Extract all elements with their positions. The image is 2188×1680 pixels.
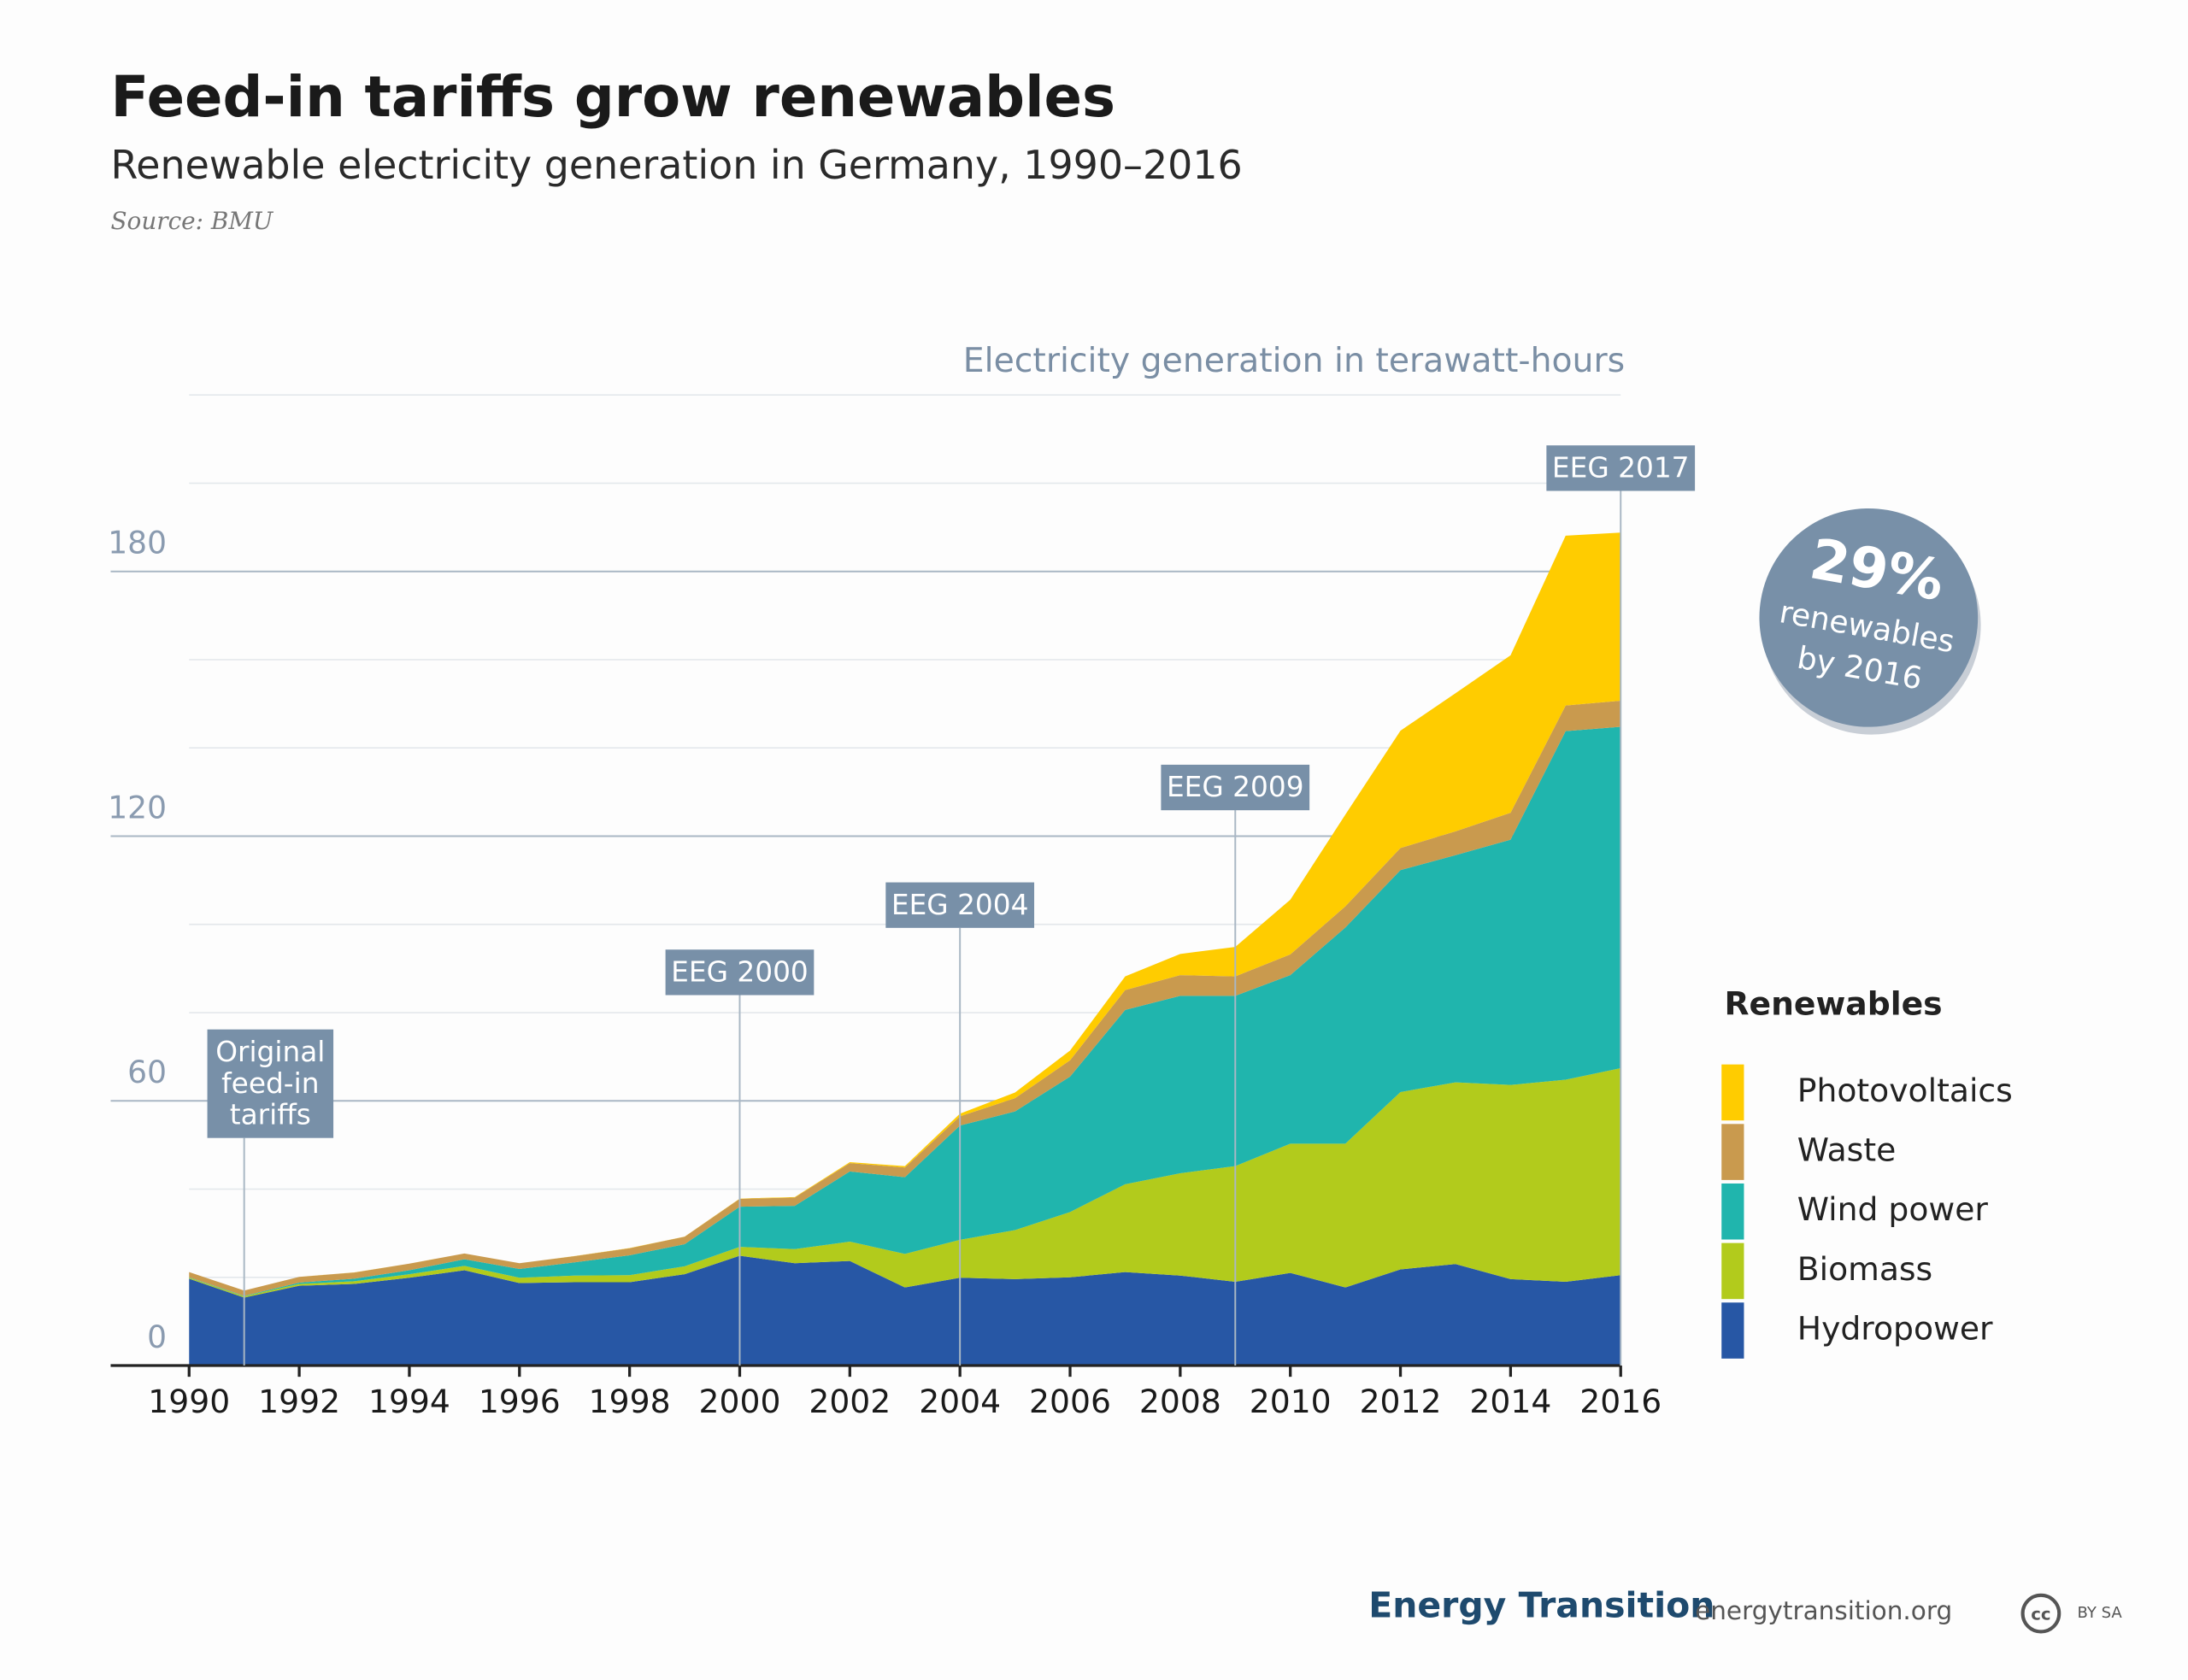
x-tick-label: 2006	[1029, 1383, 1111, 1420]
x-tick-label: 1994	[368, 1383, 450, 1420]
legend-swatch	[1721, 1242, 1744, 1300]
x-tick-label: 2010	[1250, 1383, 1332, 1420]
footer-brand: Energy Transition	[1368, 1585, 1715, 1626]
annotation-label: EEG 2004	[891, 889, 1029, 921]
x-tick-label: 2008	[1139, 1383, 1221, 1420]
y-tick-label: 60	[127, 1054, 167, 1090]
y-tick-label: 120	[108, 790, 167, 825]
legend-label: Wind power	[1797, 1190, 1989, 1228]
area	[189, 532, 1621, 1291]
chart-subtitle: Renewable electricity generation in Germ…	[110, 142, 1242, 188]
license-icon-text: cc	[2031, 1604, 2050, 1624]
legend-title: Renewables	[1725, 984, 1943, 1022]
legend-label: Waste	[1797, 1131, 1897, 1169]
annotation-box	[885, 882, 1035, 928]
y-tick-label: 180	[108, 526, 167, 561]
x-tick-label: 1996	[479, 1383, 561, 1420]
legend-swatch	[1721, 1183, 1744, 1240]
annotation-box	[1546, 445, 1696, 491]
y-axis-title: Electricity generation in terawatt-hours	[963, 341, 1625, 380]
annotation-label: EEG 2009	[1167, 771, 1304, 803]
license-text: BY SA	[2078, 1604, 2123, 1622]
legend-swatch	[1721, 1124, 1744, 1180]
x-tick-label: 2016	[1579, 1383, 1662, 1420]
annotation-label: feed-in	[221, 1067, 319, 1100]
annotation-label: EEG 2000	[671, 956, 809, 989]
area	[189, 700, 1621, 1296]
annotation-label: EEG 2017	[1552, 451, 1690, 484]
x-tick-label: 2002	[809, 1383, 891, 1420]
legend-label: Photovoltaics	[1797, 1072, 2013, 1109]
x-tick-label: 1992	[258, 1383, 340, 1420]
footer-url: energytransition.org	[1695, 1596, 1952, 1625]
legend-label: Hydropower	[1797, 1310, 1993, 1348]
area	[189, 1255, 1621, 1366]
annotation-box	[665, 949, 815, 996]
chart-title: Feed-in tariffs grow renewables	[110, 65, 1115, 130]
annotation-box	[207, 1029, 334, 1138]
area	[189, 1068, 1621, 1298]
legend-label: Biomass	[1797, 1250, 1932, 1288]
annotation-label: Original	[215, 1036, 325, 1068]
legend-swatch	[1721, 1064, 1744, 1121]
license-icon	[2020, 1593, 2062, 1634]
area	[189, 726, 1621, 1296]
x-tick-label: 1998	[589, 1383, 671, 1420]
x-tick-label: 1990	[148, 1383, 230, 1420]
y-tick-label: 0	[147, 1319, 167, 1355]
badge-circle	[1759, 508, 1979, 727]
annotation-label: tariffs	[230, 1099, 311, 1131]
x-tick-label: 2000	[699, 1383, 781, 1420]
annotation-box	[1161, 764, 1310, 811]
x-tick-label: 2004	[919, 1383, 1001, 1420]
legend-swatch	[1721, 1302, 1744, 1359]
source: Source: BMU	[110, 207, 274, 235]
x-tick-label: 2012	[1360, 1383, 1442, 1420]
x-tick-label: 2014	[1469, 1383, 1551, 1420]
